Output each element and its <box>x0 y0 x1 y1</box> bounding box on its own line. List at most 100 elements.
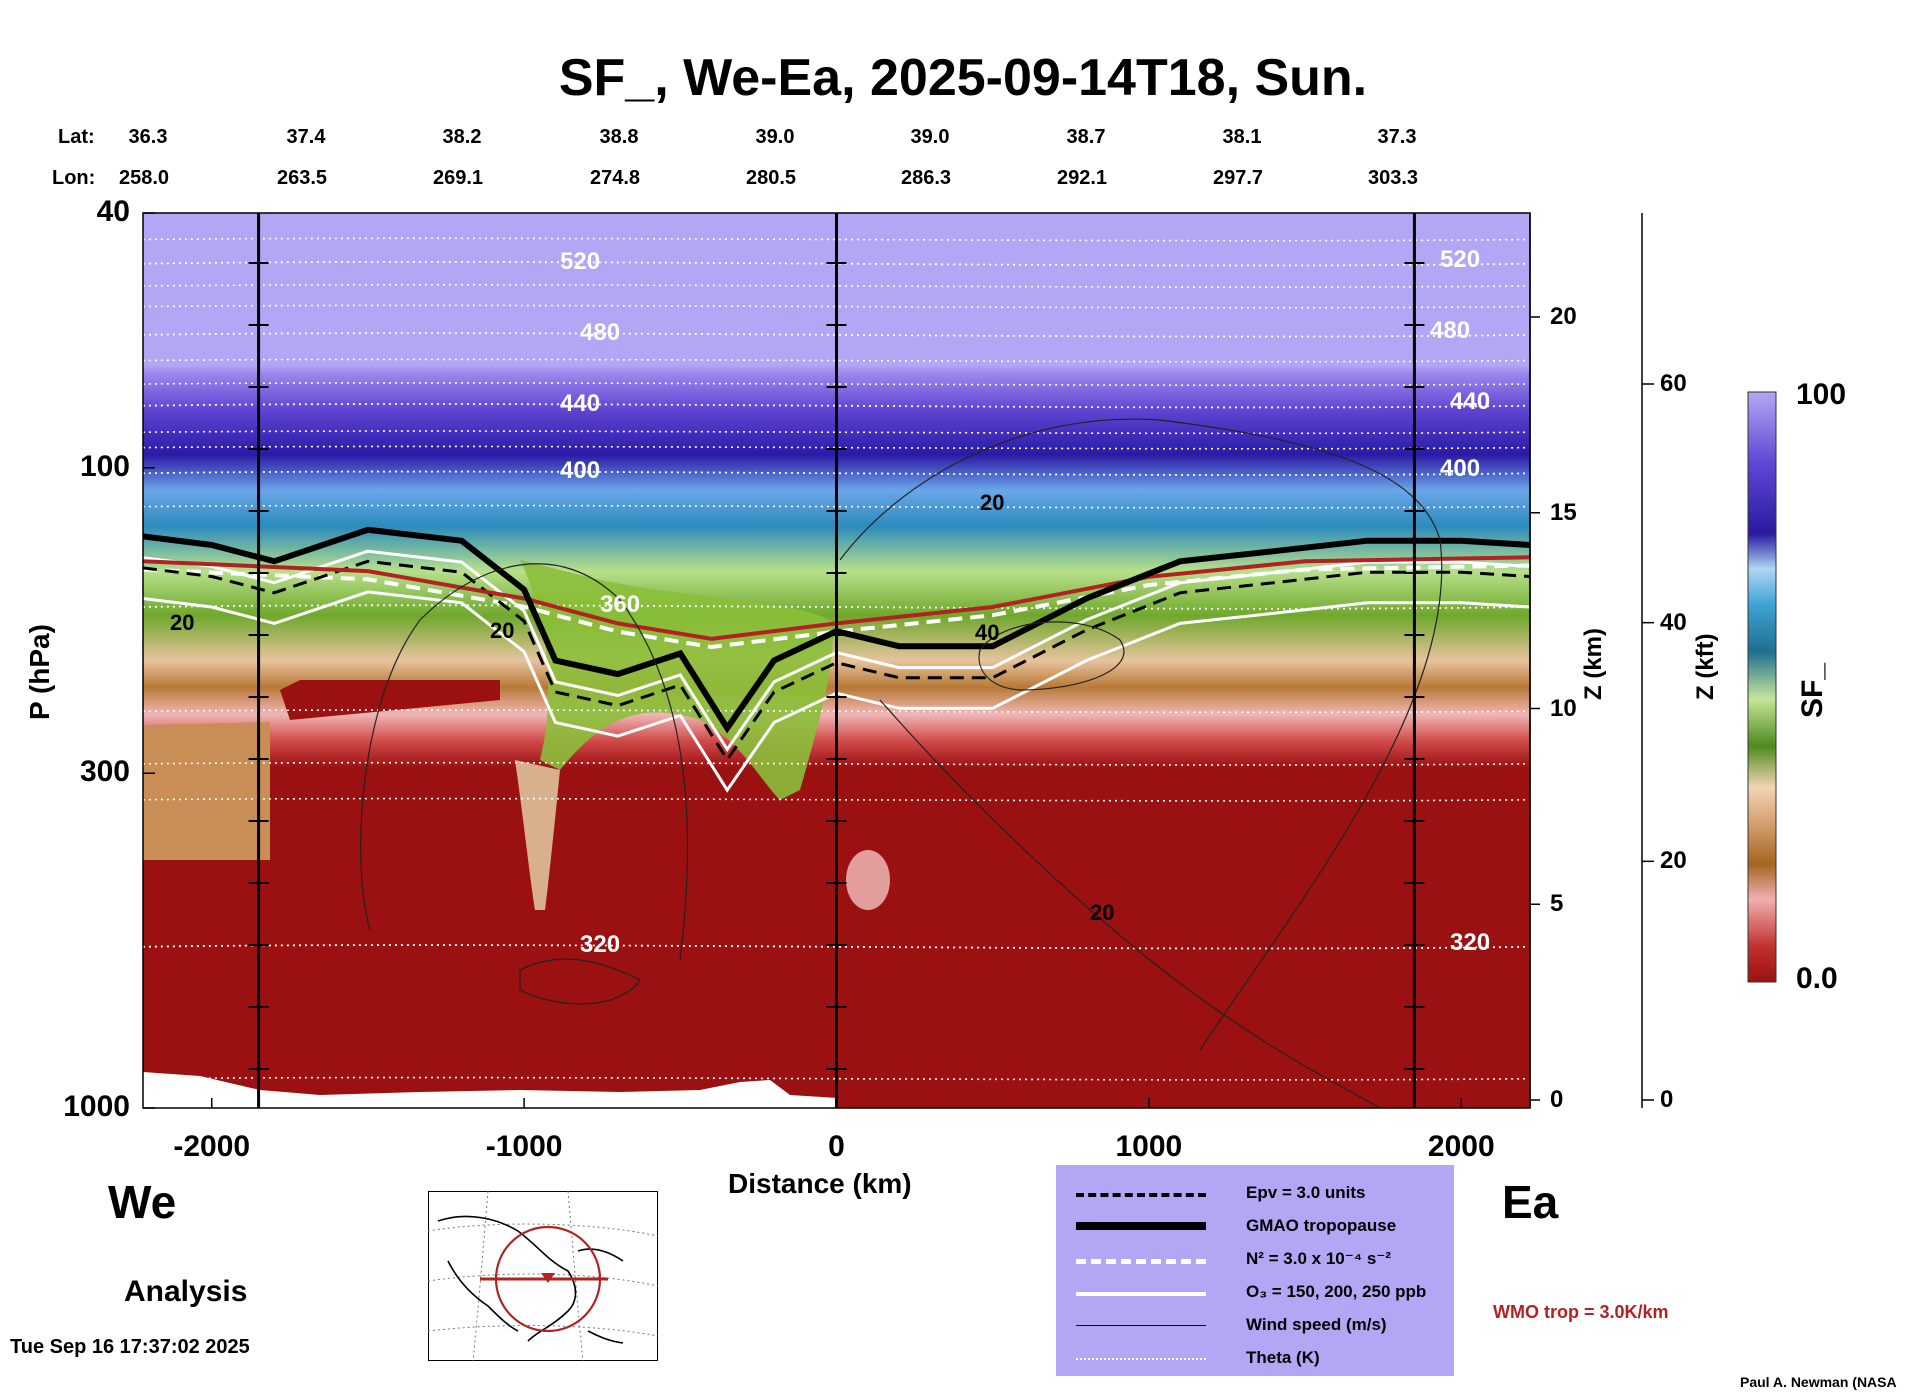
lon-value: 292.1 <box>1056 167 1108 189</box>
theta-label: 520 <box>560 247 601 275</box>
z-kft-tick-label: 0 <box>1660 1086 1674 1113</box>
x-tick-label: 2000 <box>1427 1130 1495 1163</box>
z-kft-tick-label: 40 <box>1660 608 1687 636</box>
lon-value: 274.8 <box>589 167 641 189</box>
legend-item: Epv = 3.0 units <box>1076 1179 1446 1209</box>
tan-streak <box>515 760 560 910</box>
colorbar <box>1747 391 1777 983</box>
left-tan-region <box>143 722 270 860</box>
colorbar-max-label: 100 <box>1796 378 1847 411</box>
x-axis-title: Distance (km) <box>728 1168 912 1199</box>
lat-value: 39.0 <box>910 126 950 148</box>
lon-value: 280.5 <box>745 167 797 189</box>
theta-label: 400 <box>1440 455 1481 483</box>
x-tick-label: 1000 <box>1115 1130 1183 1163</box>
lon-row-label: Lon: <box>52 167 96 189</box>
legend-label: Theta (K) <box>1246 1348 1320 1367</box>
z-kft-tick-label: 20 <box>1660 847 1687 875</box>
legend-label: N² = 3.0 x 10⁻⁴ s⁻² <box>1246 1249 1391 1268</box>
theta-label: 440 <box>560 389 601 417</box>
lat-value: 38.1 <box>1222 126 1262 148</box>
lat-value: 38.7 <box>1066 126 1106 148</box>
wind-speed-label: 20 <box>490 618 515 643</box>
east-label: Ea <box>1502 1176 1559 1228</box>
p-tick-label: 40 <box>96 195 130 228</box>
lon-value: 286.3 <box>900 167 952 189</box>
z-km-axis-title: Z (km) <box>1580 628 1607 700</box>
lat-value: 38.2 <box>442 126 482 148</box>
wmo-trop-label: WMO trop = 3.0K/km <box>1493 1302 1669 1322</box>
p-tick-label: 100 <box>79 449 130 483</box>
epv-contour <box>143 559 1530 763</box>
lon-value: 258.0 <box>118 167 170 189</box>
theta-label: 360 <box>600 591 641 618</box>
analysis-label: Analysis <box>124 1275 248 1308</box>
legend-swatch <box>1076 1193 1206 1197</box>
wind-speed-label: 40 <box>975 620 1000 645</box>
lat-value: 37.4 <box>286 126 326 148</box>
ozone-contour <box>143 590 1530 793</box>
legend-swatch <box>1076 1259 1206 1264</box>
legend-label: Epv = 3.0 units <box>1246 1183 1366 1202</box>
theta-label: 480 <box>1430 316 1471 344</box>
lat-value: 36.3 <box>128 126 168 148</box>
z-km-tick-label: 20 <box>1550 303 1577 330</box>
p-tick-label: 300 <box>79 755 130 789</box>
legend-item: N² = 3.0 x 10⁻⁴ s⁻² <box>1076 1245 1446 1275</box>
z-km-tick-label: 0 <box>1550 1086 1564 1113</box>
legend-item: Theta (K) <box>1076 1344 1446 1374</box>
lon-value: 297.7 <box>1212 167 1264 189</box>
y-axis-title: P (hPa) <box>24 624 55 720</box>
lat-row-label: Lat: <box>58 126 95 148</box>
lat-value: 37.3 <box>1377 126 1417 148</box>
wind-speed-contours <box>360 418 1443 1108</box>
x-tick-label: -2000 <box>173 1130 251 1163</box>
legend-item: GMAO tropopause <box>1076 1212 1446 1242</box>
theta-label: 320 <box>580 930 621 958</box>
lon-value: 303.3 <box>1367 167 1419 189</box>
lat-value: 38.8 <box>599 126 639 148</box>
surface-mask <box>143 1072 838 1108</box>
tropopause-lines <box>143 526 1530 793</box>
legend-label: O₃ = 150, 200, 250 ppb <box>1246 1282 1427 1301</box>
legend: Epv = 3.0 units GMAO tropopause N² = 3.0 x… <box>1056 1165 1454 1376</box>
gmao-tropopause <box>143 526 1530 734</box>
colorbar-min-label: 0.0 <box>1796 962 1838 995</box>
lat-value: 39.0 <box>755 126 795 148</box>
legend-item: O₃ = 150, 200, 250 ppb <box>1076 1278 1446 1308</box>
z-km-tick-label: 5 <box>1550 890 1564 918</box>
legend-label: GMAO tropopause <box>1246 1216 1397 1235</box>
colorbar-title: SF_ <box>1796 662 1829 718</box>
wind-speed-label: 20 <box>1090 900 1115 925</box>
z-kft-tick-label: 60 <box>1660 370 1687 397</box>
n2-contour <box>143 563 1530 650</box>
p-tick-label: 1000 <box>63 1090 130 1123</box>
theta-label: 440 <box>1450 387 1491 415</box>
legend-swatch <box>1076 1325 1206 1326</box>
credit: Paul A. Newman (NASA <box>1740 1374 1897 1390</box>
timestamp: Tue Sep 16 17:37:02 2025 <box>10 1336 250 1358</box>
x-tick-label: -1000 <box>485 1130 563 1163</box>
legend-swatch <box>1076 1292 1206 1296</box>
z-km-tick-label: 15 <box>1550 498 1577 526</box>
theta-label: 480 <box>580 318 621 346</box>
x-tick-label: 0 <box>828 1130 845 1163</box>
wind-speed-label: 20 <box>170 610 195 635</box>
legend-label: Wind speed (m/s) <box>1246 1315 1387 1334</box>
vertical-reference-lines <box>248 213 1425 1108</box>
theta-label: 520 <box>1440 245 1481 273</box>
wind-speed-label: 20 <box>980 490 1005 515</box>
legend-swatch <box>1076 1222 1206 1230</box>
inset-map <box>428 1191 658 1361</box>
theta-label: 320 <box>1450 928 1491 956</box>
lon-value: 263.5 <box>276 167 328 189</box>
lon-value: 269.1 <box>432 167 484 189</box>
pink-spot <box>846 850 890 910</box>
z-km-tick-label: 10 <box>1550 694 1577 722</box>
legend-swatch <box>1076 1358 1206 1360</box>
legend-item: Wind speed (m/s) <box>1076 1311 1446 1341</box>
z-kft-axis-title: Z (kft) <box>1692 633 1719 700</box>
chart-title: SF_, We-Ea, 2025-09-14T18, Sun. <box>558 49 1368 107</box>
wmo-tropopause <box>143 555 1530 641</box>
